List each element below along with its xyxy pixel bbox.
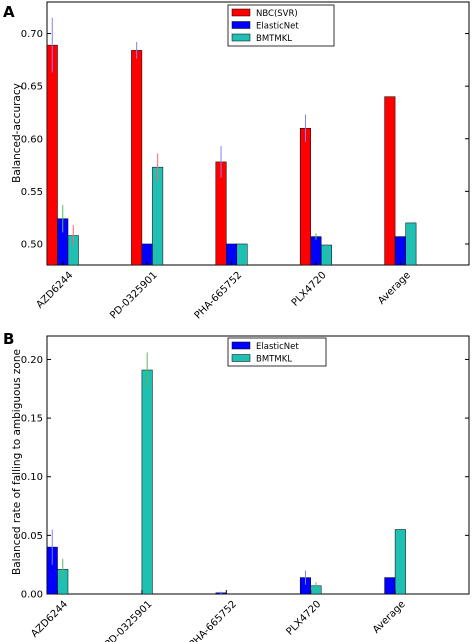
y-tick-label: 0.70 [21, 29, 43, 40]
x-tick-label-pha-665752: PHA-665752 [193, 270, 245, 322]
y-axis-label: Balanced rate of falling to ambiguous zo… [11, 349, 23, 575]
y-tick-label: 0.65 [21, 82, 43, 93]
y-tick-label: 0.55 [21, 187, 43, 198]
legend-swatch-elasticnet [231, 21, 251, 29]
legend-label: ElasticNet [256, 342, 299, 352]
bar-bmtmkl-pd-0325901 [152, 166, 164, 266]
y-axis-label: Balanced-accuracy [11, 83, 23, 183]
bar-nbc-svr--azd6244 [46, 44, 58, 266]
y-tick-label: 0.05 [21, 531, 43, 542]
bar-elasticnet-average [384, 577, 396, 595]
x-tick-label-azd6244: AZD6244 [29, 599, 70, 640]
legend-swatch-bmtmkl [231, 33, 251, 42]
y-tick-label: 0.15 [21, 414, 43, 425]
x-tick-label-plx4720: PLX4720 [285, 599, 324, 638]
x-tick-label-pd-0325901: PD-0325901 [103, 599, 155, 642]
y-tick-label: 0.20 [21, 355, 43, 366]
panel-b-letter: B [3, 330, 14, 348]
bar-bmtmkl-pha-665752 [236, 243, 248, 266]
x-tick-label-pha-665752: PHA-665752 [187, 599, 239, 642]
bar-bmtmkl-plx4720 [320, 244, 332, 266]
x-tick-label-pd-0325901: PD-0325901 [108, 270, 160, 322]
legend-label: BMTMKL [256, 34, 292, 44]
panel-a-chart: 0.50 0.55 0.60 0.65 0.70 Balanced-accuracy AZD… [11, 1, 470, 322]
y-tick-label: 0.60 [21, 134, 43, 145]
bar-elasticnet-average [394, 236, 406, 266]
bar-bmtmkl-average [405, 222, 417, 266]
legend-swatch-nbc-svr- [231, 8, 251, 17]
x-tick-label-average: Average [371, 599, 408, 636]
bar-nbc-svr--plx4720 [299, 127, 311, 266]
panel-a-letter: A [3, 3, 15, 21]
plot-frame-b [46, 335, 470, 595]
legend-label: ElasticNet [256, 22, 299, 32]
bar-bmtmkl-pd-0325901 [141, 369, 153, 595]
legend-label: NBC(SVR) [256, 9, 298, 19]
y-tick-label: 0.00 [21, 590, 43, 601]
x-tick-label-average: Average [376, 270, 413, 307]
legend-swatch-bmtmkl [231, 354, 251, 362]
bar-bmtmkl-average [394, 529, 406, 595]
x-tick-label-plx4720: PLX4720 [290, 270, 329, 309]
y-tick-label: 0.50 [21, 239, 43, 250]
legend-label: BMTMKL [256, 355, 292, 365]
x-tick-label-azd6244: AZD6244 [34, 270, 75, 311]
legend-swatch-elasticnet [231, 341, 251, 350]
bar-elasticnet-plx4720 [310, 236, 322, 266]
bar-nbc-svr--pd-0325901 [131, 50, 143, 266]
y-tick-label: 0.10 [21, 472, 43, 483]
bar-nbc-svr--average [384, 96, 396, 266]
